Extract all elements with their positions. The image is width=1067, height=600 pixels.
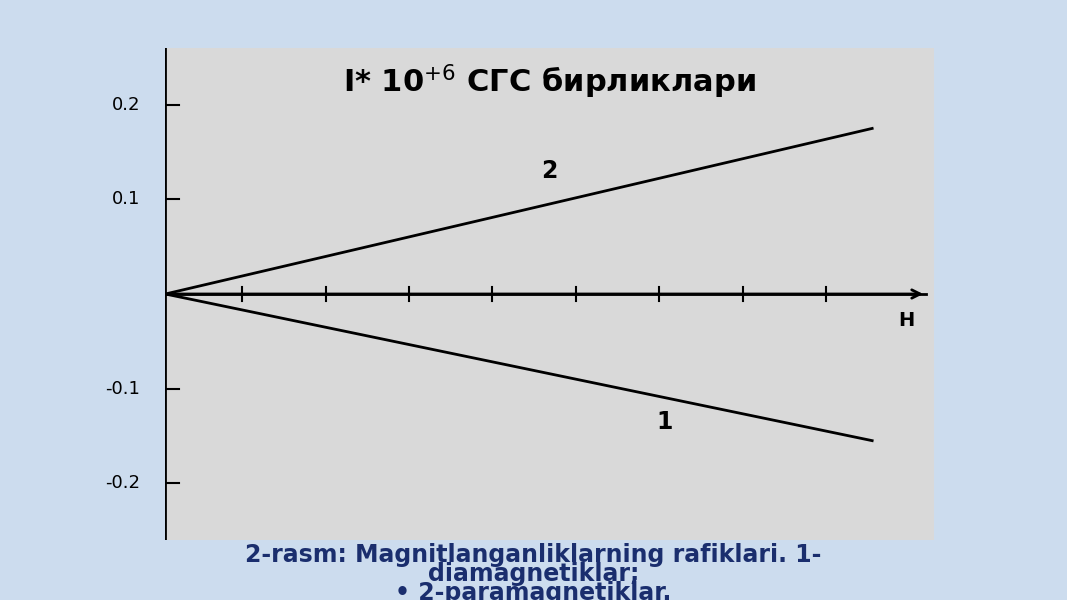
Text: H: H	[898, 311, 914, 330]
Text: 2: 2	[541, 159, 558, 183]
Text: • 2-paramagnetiklar.: • 2-paramagnetiklar.	[395, 581, 672, 600]
Text: I* 10$^{+6}$ СГС бирликлари: I* 10$^{+6}$ СГС бирликлари	[344, 63, 755, 101]
Text: -0.2: -0.2	[105, 474, 140, 492]
Text: 0.2: 0.2	[112, 96, 140, 114]
Text: 1: 1	[656, 410, 673, 434]
Text: -0.1: -0.1	[106, 380, 140, 398]
Text: 2-rasm: Magnitlanganliklarning rafiklari. 1-: 2-rasm: Magnitlanganliklarning rafiklari…	[245, 543, 822, 567]
Text: diamagnetiklar;: diamagnetiklar;	[428, 562, 639, 586]
Text: 0.1: 0.1	[112, 190, 140, 208]
